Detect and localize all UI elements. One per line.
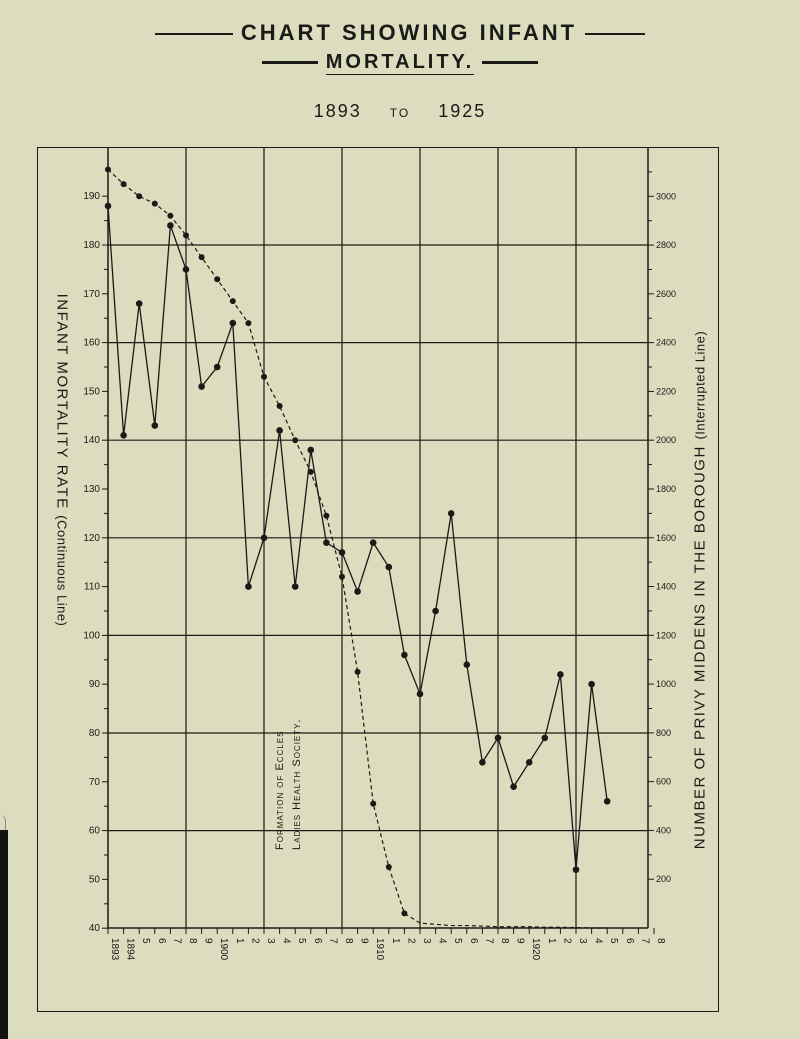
svg-text:7: 7 [483, 938, 494, 944]
svg-text:1: 1 [234, 938, 245, 944]
svg-text:80: 80 [89, 728, 101, 739]
svg-text:3: 3 [421, 938, 432, 944]
svg-text:4: 4 [437, 938, 448, 944]
title-text-1: CHART SHOWING INFANT [240, 20, 578, 45]
left-axis-label-note: (Continuous Line) [54, 515, 70, 627]
svg-text:40: 40 [89, 923, 101, 934]
svg-text:1910: 1910 [374, 938, 385, 961]
svg-text:1600: 1600 [656, 533, 676, 543]
svg-text:8: 8 [187, 938, 198, 944]
left-axis-label-text: INFANT MORTALITY RATE [53, 293, 71, 510]
svg-text:60: 60 [89, 826, 101, 837]
svg-text:8: 8 [655, 938, 666, 944]
infant-mortality-series [104, 202, 611, 873]
svg-text:5: 5 [140, 938, 151, 944]
svg-text:8: 8 [343, 938, 354, 944]
svg-text:160: 160 [83, 338, 100, 349]
svg-text:9: 9 [359, 938, 370, 944]
svg-text:150: 150 [83, 386, 100, 397]
paper-edge [0, 830, 8, 1039]
annotation-line1: Formation of Eccles [274, 730, 286, 850]
svg-text:400: 400 [656, 825, 671, 835]
svg-text:9: 9 [515, 938, 526, 944]
right-axis-label-note: (Interrupted Line) [692, 330, 708, 440]
svg-text:2000: 2000 [656, 435, 676, 445]
svg-text:120: 120 [83, 533, 100, 544]
svg-text:4: 4 [593, 938, 604, 944]
svg-text:110: 110 [84, 582, 100, 593]
left-axis-label: INFANT MORTALITY RATE (Continuous Line) [54, 240, 71, 680]
svg-text:1400: 1400 [656, 582, 676, 592]
svg-text:6: 6 [156, 938, 167, 944]
chart-subtitle: 1893 TO 1925 [0, 101, 800, 122]
right-axis-label: NUMBER OF PRIVY MIDDENS IN THE BOROUGH (… [692, 331, 709, 849]
svg-text:1900: 1900 [218, 938, 229, 961]
svg-text:170: 170 [83, 289, 100, 300]
svg-text:1894: 1894 [125, 938, 136, 961]
svg-text:2: 2 [405, 938, 416, 944]
svg-text:5: 5 [452, 938, 463, 944]
svg-text:800: 800 [656, 728, 671, 738]
chart-title-line2: MORTALITY. [0, 51, 800, 75]
title2-rule-right [482, 61, 539, 64]
svg-text:2200: 2200 [656, 386, 676, 396]
svg-text:6: 6 [312, 938, 323, 944]
privy-middens-series [105, 166, 608, 929]
range-start: 1893 [313, 101, 362, 121]
range-end: 1925 [438, 101, 487, 121]
svg-text:600: 600 [656, 777, 671, 787]
svg-text:3: 3 [265, 938, 276, 944]
svg-text:7: 7 [639, 938, 650, 944]
svg-text:2600: 2600 [656, 289, 676, 299]
svg-text:140: 140 [83, 435, 100, 446]
svg-text:9: 9 [203, 938, 214, 944]
title-rule-left [154, 33, 233, 35]
svg-text:3: 3 [577, 938, 588, 944]
svg-text:70: 70 [89, 777, 101, 788]
range-to: TO [389, 106, 411, 120]
svg-text:3000: 3000 [656, 191, 676, 201]
svg-text:5: 5 [296, 938, 307, 944]
svg-text:90: 90 [89, 679, 101, 690]
svg-text:5: 5 [608, 938, 619, 944]
svg-text:50: 50 [89, 874, 101, 885]
svg-text:7: 7 [327, 938, 338, 944]
annotation-ladies-health-society: Formation of Eccles Ladies Health Societ… [272, 718, 306, 850]
annotation-line2: Ladies Health Society. [291, 718, 303, 850]
svg-text:2: 2 [561, 938, 572, 944]
svg-text:190: 190 [83, 191, 100, 202]
svg-text:1800: 1800 [656, 484, 676, 494]
right-axis-label-text: NUMBER OF PRIVY MIDDENS IN THE BOROUGH [691, 445, 709, 850]
svg-text:2: 2 [249, 938, 260, 944]
svg-text:8: 8 [499, 938, 510, 944]
svg-text:1000: 1000 [656, 679, 676, 689]
title-text-2: MORTALITY. [325, 51, 475, 75]
chart-title-line1: CHART SHOWING INFANT [0, 20, 800, 46]
svg-text:180: 180 [83, 240, 100, 251]
grid-lines [107, 147, 649, 929]
svg-text:2800: 2800 [656, 240, 676, 250]
svg-text:130: 130 [83, 484, 100, 495]
svg-text:1893: 1893 [109, 938, 120, 961]
svg-text:1: 1 [546, 938, 557, 944]
svg-text:6: 6 [468, 938, 479, 944]
svg-text:2400: 2400 [656, 338, 676, 348]
svg-text:200: 200 [656, 874, 671, 884]
svg-text:100: 100 [83, 630, 100, 641]
svg-text:1920: 1920 [530, 938, 541, 961]
axis-ticks: 40 50 60 70 80 90 100 110 120 130 140 150 160 170 180 1… [83, 171, 676, 961]
svg-text:4: 4 [281, 938, 292, 944]
title-rule-right [585, 33, 646, 35]
svg-text:1: 1 [390, 938, 401, 944]
svg-text:6: 6 [624, 938, 635, 944]
title2-rule-left [261, 61, 318, 64]
svg-text:7: 7 [171, 938, 182, 944]
svg-text:1200: 1200 [656, 630, 676, 640]
chart-frame [37, 147, 719, 1012]
